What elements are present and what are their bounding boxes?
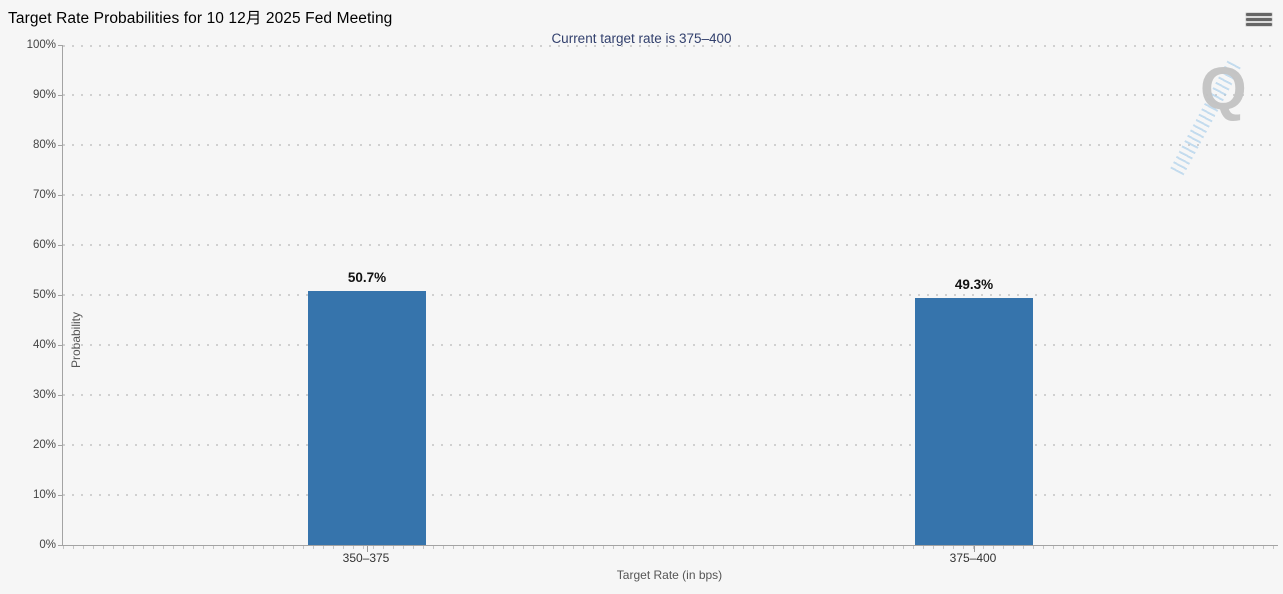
gridline-60% xyxy=(63,244,1278,246)
y-tick-label: 90% xyxy=(32,89,56,101)
gridline-30% xyxy=(63,394,1278,396)
chart-context-menu-button[interactable] xyxy=(1244,7,1274,31)
gridline-90% xyxy=(63,94,1278,96)
gridline-50% xyxy=(63,294,1278,296)
watermark-q-letter: Q xyxy=(1200,55,1247,122)
x-category-label: 375–400 xyxy=(949,551,997,565)
x-category-label: 350–375 xyxy=(342,551,390,565)
y-tick-label: 80% xyxy=(32,139,56,151)
x-tick-mark xyxy=(367,546,368,552)
hamburger-icon xyxy=(1246,12,1272,26)
y-tick-mark xyxy=(58,445,62,446)
chart-subtitle: Current target rate is 375–400 xyxy=(551,31,732,46)
y-tick-mark xyxy=(58,495,62,496)
x-axis-minor-ticks xyxy=(63,546,1278,549)
x-axis-title: Target Rate (in bps) xyxy=(616,568,723,582)
y-tick-mark xyxy=(58,345,62,346)
y-tick-label: 0% xyxy=(39,539,56,551)
y-tick-mark xyxy=(58,295,62,296)
gridline-10% xyxy=(63,494,1278,496)
x-tick-mark xyxy=(974,546,975,552)
y-tick-label: 10% xyxy=(32,489,56,501)
y-tick-mark xyxy=(58,145,62,146)
y-tick-label: 30% xyxy=(32,389,56,401)
y-tick-mark xyxy=(58,395,62,396)
y-tick-label: 20% xyxy=(32,439,56,451)
bar-value-label: 49.3% xyxy=(954,277,994,292)
y-tick-mark xyxy=(58,245,62,246)
gridline-40% xyxy=(63,344,1278,346)
gridline-80% xyxy=(63,144,1278,146)
y-tick-label: 100% xyxy=(26,39,56,51)
probability-bar-375–400[interactable] xyxy=(915,298,1033,545)
gridline-100% xyxy=(63,45,1278,47)
y-tick-label: 70% xyxy=(32,189,56,201)
y-tick-mark xyxy=(58,545,62,546)
y-tick-label: 60% xyxy=(32,239,56,251)
y-tick-label: 40% xyxy=(32,339,56,351)
gridline-70% xyxy=(63,194,1278,196)
y-tick-mark xyxy=(58,195,62,196)
gridline-20% xyxy=(63,444,1278,446)
y-axis-title: Probability xyxy=(69,311,83,369)
y-tick-label: 50% xyxy=(32,289,56,301)
plot-area: Q 50.7% 49.3% Probability xyxy=(58,45,1278,552)
bar-value-label: 50.7% xyxy=(347,270,387,285)
quikstrike-q-watermark: Q xyxy=(1170,55,1266,187)
chart-title: Target Rate Probabilities for 10 12月 202… xyxy=(8,10,393,27)
y-tick-mark xyxy=(58,45,62,46)
y-tick-mark xyxy=(58,95,62,96)
probability-bar-350–375[interactable] xyxy=(308,291,426,545)
